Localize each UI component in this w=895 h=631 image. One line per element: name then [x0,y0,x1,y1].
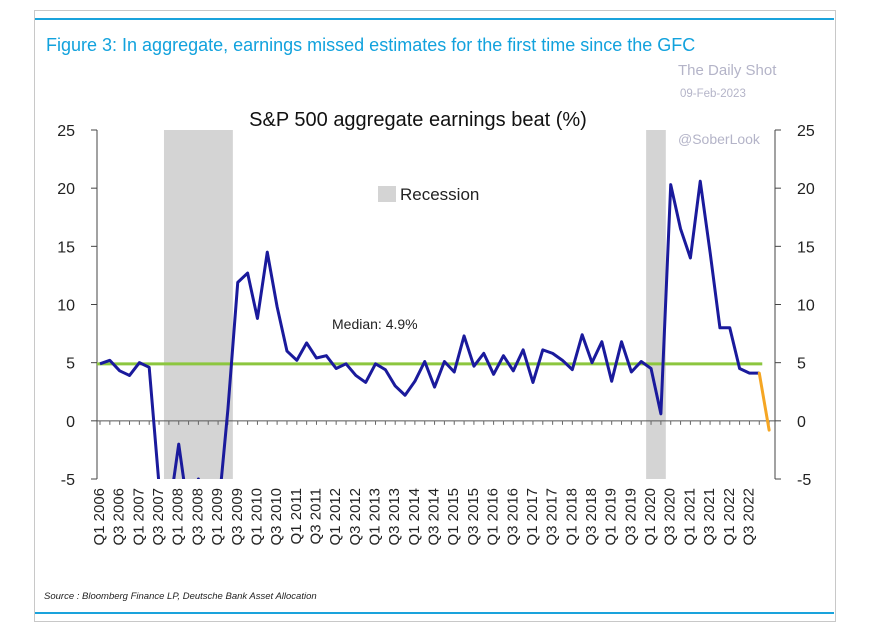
x-tick-label: Q3 2010 [268,488,285,546]
bottom-rule [35,612,834,614]
x-tick-label: Q3 2018 [583,488,600,546]
x-tick-label: Q3 2009 [229,488,246,546]
y-tick-label-left: 20 [57,181,75,198]
x-tick-label: Q3 2012 [347,488,364,546]
y-tick-label-right: 5 [797,356,806,373]
x-tick-label: Q1 2006 [91,488,108,546]
x-tick-label: Q1 2009 [209,488,226,546]
x-tick-label: Q1 2010 [248,488,265,546]
x-tick-label: Q1 2016 [485,488,502,546]
x-tick-label: Q1 2017 [524,488,541,546]
legend-label: Recession [400,185,479,204]
x-tick-label: Q3 2013 [386,488,403,546]
x-tick-label: Q3 2007 [150,488,167,546]
watermark-handle: @SoberLook [678,131,760,147]
x-tick-label: Q1 2014 [406,488,423,546]
recession-band-2 [646,130,666,479]
median-label: Median: 4.9% [332,316,418,332]
y-tick-label-right: 0 [797,414,806,431]
x-tick-label: Q3 2017 [544,488,561,546]
x-tick-label: Q1 2012 [327,488,344,546]
y-tick-label-left: 5 [66,356,75,373]
x-tick-label: Q3 2008 [189,488,206,546]
source-note: Source : Bloomberg Finance LP, Deutsche … [44,591,317,602]
y-tick-label-right: 20 [797,181,815,198]
watermark-brand: The Daily Shot [678,62,777,79]
x-tick-label: Q1 2019 [603,488,620,546]
watermark-date: 09-Feb-2023 [680,88,746,100]
x-tick-label: Q1 2022 [721,488,738,546]
figure-title: Figure 3: In aggregate, earnings missed … [46,35,696,55]
x-tick-label: Q3 2011 [307,488,324,544]
series-group [99,179,771,479]
x-tick-label: Q1 2007 [130,488,147,546]
top-rule [35,18,834,20]
y-tick-label-right: 10 [797,298,815,315]
series-line [99,179,760,479]
y-tick-label-left: 15 [57,239,75,256]
x-tick-label: Q1 2015 [445,488,462,546]
x-tick-label: Q1 2018 [563,488,580,546]
chart-text: S&P 500 aggregate earnings beat (%) Rece… [249,109,587,332]
x-tick-label: Q1 2021 [681,488,698,546]
x-tick-label: Q3 2014 [426,488,443,546]
x-tick-label: Q1 2020 [642,488,659,546]
y-tick-label-left: 10 [57,298,75,315]
recession-band-1 [163,130,233,479]
x-tick-label: Q3 2006 [111,488,128,546]
chart-title: S&P 500 aggregate earnings beat (%) [249,109,587,131]
x-tick-label: Q1 2011 [288,488,305,544]
x-tick-label: Q3 2015 [465,488,482,546]
y-tick-label-left: 0 [66,414,75,431]
x-tick-label: Q3 2019 [622,488,639,546]
series-last-segment [757,371,771,432]
x-tick-label: Q1 2013 [367,488,384,546]
x-tick-label: Q3 2020 [662,488,679,546]
y-tick-label-right: -5 [797,472,811,489]
x-tick-label: Q3 2016 [504,488,521,546]
x-tick-label: Q1 2008 [170,488,187,546]
y-tick-label-right: 15 [797,239,815,256]
y-tick-label-left: 25 [57,123,75,140]
x-tick-label: Q3 2022 [740,488,757,546]
legend-swatch [378,186,396,202]
recession-bands [163,130,666,479]
y-tick-label-left: -5 [61,472,75,489]
x-tick-label: Q3 2021 [701,488,718,546]
y-tick-label-right: 25 [797,123,815,140]
